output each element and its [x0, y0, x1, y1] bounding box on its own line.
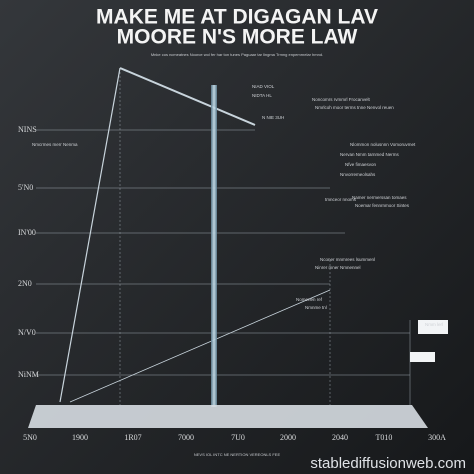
- annotation: N NIE 3UH: [262, 115, 284, 120]
- grid: [36, 68, 411, 405]
- annotation: Nfve fimaesvon: [345, 162, 377, 167]
- box: [410, 352, 435, 362]
- x-label: 1R07: [124, 433, 141, 442]
- diagonal-line: [119, 67, 256, 126]
- x-label: 7U0: [231, 433, 245, 442]
- title: MAKE ME AT DIGAGAN LAV: [96, 6, 378, 29]
- y-label: N/V0: [18, 328, 36, 337]
- annotation: Nervan Nmm tarnmed Nerms: [340, 152, 400, 157]
- annotation: tmnceor nnoms: [325, 197, 357, 202]
- annotation: Nconer mnmrees lsummenl: [320, 257, 375, 262]
- annotation: Nmnme tnl: [305, 305, 327, 310]
- annotation: NIDTA HL: [252, 93, 272, 98]
- annotation: Noncomrs rvmmrl Frocanvelt: [312, 97, 371, 102]
- x-label: 1900: [72, 433, 88, 442]
- y-label: IN'00: [18, 228, 36, 237]
- x-label: 2000: [280, 433, 296, 442]
- annotation: Ninrer mner Nmnennel: [315, 265, 361, 270]
- annotation: Nlommon nolusnnn Vomoruvmet: [350, 142, 416, 147]
- annotation: Namer nermerssan tomaes: [352, 195, 407, 200]
- x-label: T010: [376, 433, 393, 442]
- box: [418, 320, 448, 334]
- vertical-bar: [211, 85, 217, 407]
- y-label: 2N0: [18, 279, 32, 288]
- y-label: 5'N0: [18, 183, 33, 192]
- diagonal-line: [69, 289, 331, 403]
- y-label: NiNM: [18, 370, 39, 379]
- floor: [28, 405, 428, 428]
- x-label: 2040: [332, 433, 348, 442]
- annotation: Nmrlcoh moor terms tnne Nenvol reuen: [315, 105, 394, 110]
- annotation: Noemar fennrnmoor Sintes: [355, 203, 410, 208]
- subtitle: Mnke cos ncmeatnes Noorce wol fer har to…: [151, 52, 323, 57]
- x-label: 5N0: [23, 433, 37, 442]
- annotation: NIAD VIOL: [252, 84, 275, 89]
- title: MOORE N'S MORE LAW: [117, 26, 358, 49]
- annotation: Nomenen ref: [296, 297, 323, 302]
- x-label: 7000: [178, 433, 194, 442]
- y-label: NINS: [18, 125, 37, 134]
- diagonal-line: [59, 67, 121, 403]
- x-label: 300A: [428, 433, 446, 442]
- footer: NEVS IOL INTC NE NERTION VEREONLS FEE: [194, 452, 281, 457]
- annotation: Nmm lerl: [425, 322, 443, 327]
- annotation: Nnvorremeolsahs: [340, 172, 376, 177]
- annotation: Nmcrmes merr Nenma: [32, 142, 78, 147]
- watermark: stablediffusionweb.com: [310, 455, 466, 472]
